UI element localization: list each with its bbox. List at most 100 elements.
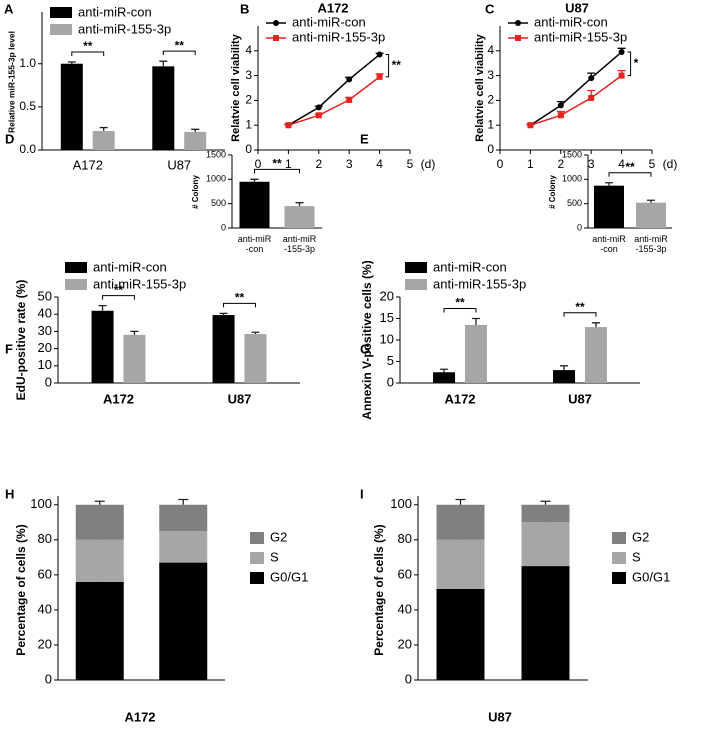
significance-label: ** bbox=[83, 39, 93, 53]
legend-label: anti-miR-155-3p bbox=[433, 276, 526, 291]
point bbox=[346, 76, 353, 83]
x-tick-label: U87 bbox=[568, 391, 592, 406]
legend-label: anti-miR-155-3p bbox=[93, 276, 186, 291]
bar bbox=[553, 370, 576, 383]
legend-label: anti-miR-155-3p bbox=[292, 29, 385, 44]
x-tick-label: anti-miR -con bbox=[592, 234, 626, 254]
x-tick-label: 3 bbox=[346, 157, 353, 171]
y-tick-label: 1.0 bbox=[19, 56, 36, 70]
legend-marker bbox=[515, 35, 521, 41]
significance-label: ** bbox=[625, 160, 635, 174]
y-tick-label: 20 bbox=[38, 636, 52, 651]
legend-swatch bbox=[405, 279, 427, 290]
y-axis-label: Percentage of cells (%) bbox=[14, 524, 28, 655]
series-line bbox=[529, 51, 623, 126]
bar bbox=[123, 334, 146, 383]
bar-segment bbox=[159, 531, 208, 563]
legend-swatch bbox=[250, 572, 264, 584]
series-line bbox=[288, 53, 381, 126]
legend-label: S bbox=[632, 549, 641, 564]
bar bbox=[60, 63, 83, 150]
legend-swatch bbox=[50, 7, 72, 18]
error-bar bbox=[250, 178, 259, 182]
y-tick-label: 80 bbox=[398, 531, 412, 546]
x-tick-label: 2 bbox=[315, 157, 322, 171]
error-bar bbox=[647, 199, 655, 203]
bar-segment bbox=[159, 562, 208, 680]
y-tick-label: 0 bbox=[487, 142, 494, 156]
legend-swatch bbox=[250, 552, 264, 564]
legend-label: anti-miR-155-3p bbox=[534, 29, 627, 44]
point bbox=[588, 75, 595, 82]
series-line bbox=[530, 74, 623, 126]
legend-label: anti-miR-con bbox=[534, 14, 608, 29]
bar-segment bbox=[521, 522, 570, 567]
y-tick-label: 80 bbox=[38, 531, 52, 546]
significance-bracket bbox=[162, 50, 196, 56]
error-bar bbox=[605, 182, 613, 186]
bar-segment bbox=[436, 588, 485, 680]
y-tick-label: 10 bbox=[380, 331, 394, 346]
y-tick-label: 0 bbox=[405, 671, 412, 686]
point bbox=[346, 96, 353, 103]
significance-bracket bbox=[223, 302, 256, 308]
x-tick-label: A172 bbox=[444, 391, 475, 406]
bar-segment bbox=[436, 504, 485, 540]
y-tick-label: 40 bbox=[38, 306, 52, 321]
significance-bracket bbox=[385, 54, 390, 78]
significance-label: ** bbox=[575, 300, 585, 314]
x-tick-label: 1 bbox=[527, 157, 534, 171]
x-axis-label: (d) bbox=[663, 157, 678, 171]
x-tick-label: 0 bbox=[255, 157, 262, 171]
bar-segment bbox=[521, 566, 570, 680]
point bbox=[557, 112, 564, 119]
legend-swatch bbox=[612, 572, 626, 584]
chart-title: A172 bbox=[317, 0, 348, 15]
legend-swatch bbox=[405, 262, 427, 273]
point bbox=[376, 73, 383, 80]
y-tick-label: 4 bbox=[245, 43, 252, 57]
error-bar bbox=[191, 128, 200, 132]
y-tick-label: 0.0 bbox=[19, 142, 36, 156]
significance-bracket bbox=[443, 308, 477, 313]
y-tick-label: 2 bbox=[245, 93, 252, 107]
legend-swatch bbox=[612, 532, 626, 544]
bar-segment bbox=[75, 539, 124, 582]
y-tick-label: 0 bbox=[45, 374, 52, 389]
error-bar bbox=[94, 500, 105, 505]
error-bar bbox=[440, 368, 449, 373]
x-tick-label: 3 bbox=[588, 157, 595, 171]
legend-marker bbox=[273, 20, 279, 26]
y-axis-label: # Colony bbox=[548, 175, 557, 209]
bar bbox=[92, 131, 115, 150]
y-axis-label: Annexin V-positive cells (%) bbox=[360, 260, 374, 419]
x-tick-label: A172 bbox=[103, 391, 134, 406]
y-tick-label: 0 bbox=[221, 222, 226, 232]
significance-bracket bbox=[563, 312, 597, 317]
y-tick-label: 10 bbox=[38, 357, 52, 372]
y-axis-label: Relatvie cell viability bbox=[474, 33, 486, 141]
panel-letter: A bbox=[4, 1, 14, 16]
series-line bbox=[288, 76, 381, 126]
point bbox=[527, 122, 534, 129]
legend-label: G0/G1 bbox=[270, 569, 308, 584]
x-axis-label: A172 bbox=[124, 709, 155, 724]
y-tick-label: 40 bbox=[38, 601, 52, 616]
legend-label: anti-miR-con bbox=[433, 259, 507, 274]
point bbox=[618, 72, 625, 79]
error-bar bbox=[98, 304, 107, 311]
x-tick-label: A172 bbox=[73, 157, 103, 172]
x-tick-label: anti-miR -con bbox=[237, 234, 272, 254]
bar-segment bbox=[436, 539, 485, 589]
bar bbox=[184, 131, 207, 150]
y-tick-label: 0 bbox=[245, 142, 252, 156]
y-tick-label: 1500 bbox=[562, 149, 582, 159]
significance-label: ** bbox=[235, 291, 245, 305]
y-tick-label: 20 bbox=[380, 288, 394, 303]
significance-label: * bbox=[634, 56, 639, 70]
y-tick-label: 4 bbox=[487, 43, 494, 57]
legend-label: G2 bbox=[270, 529, 287, 544]
y-tick-label: 0 bbox=[45, 671, 52, 686]
x-axis-label: (d) bbox=[421, 157, 436, 171]
